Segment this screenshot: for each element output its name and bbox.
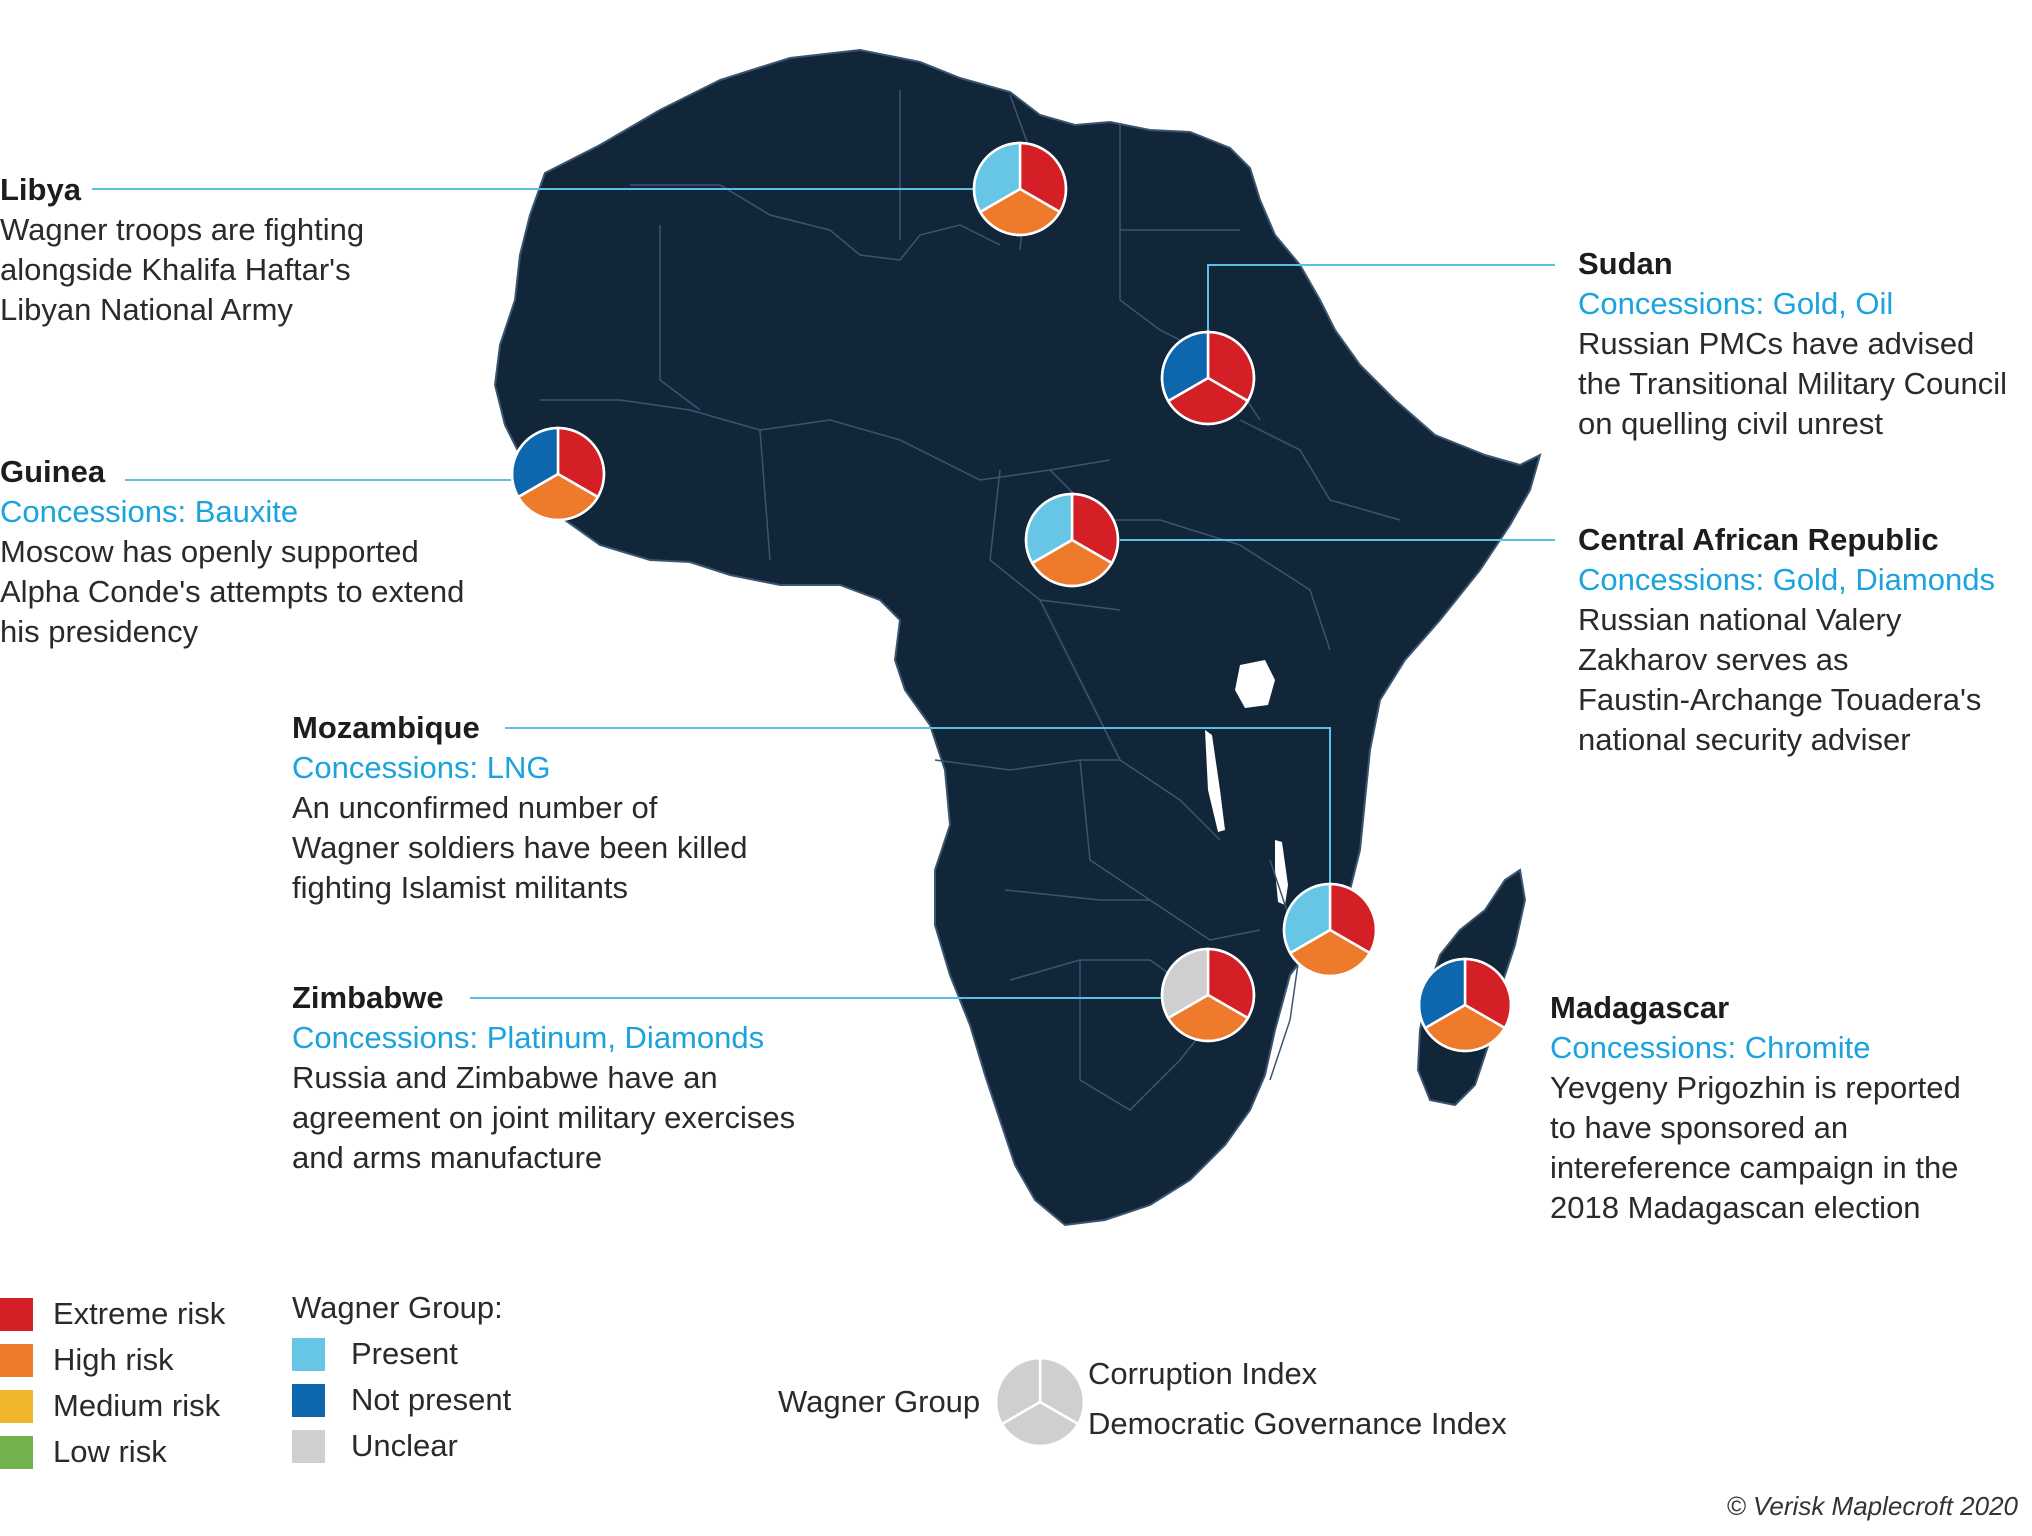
- present-swatch: [292, 1337, 325, 1371]
- legend-low-risk: Low risk: [0, 1434, 167, 1470]
- pie-libya: [972, 141, 1068, 237]
- pie-guinea-outline: [510, 426, 606, 522]
- pie-madagascar-outline: [1417, 957, 1513, 1053]
- legend-title: Wagner Group:: [292, 1290, 503, 1325]
- country-name: Libya: [0, 172, 81, 207]
- key-corruption-index: Corruption Index: [1088, 1356, 1317, 1392]
- pie-central-african-republic-outline: [1024, 492, 1120, 588]
- legend-not-present: Not present: [292, 1382, 511, 1418]
- medium-risk-swatch: [0, 1389, 33, 1423]
- country-description: Moscow has openly supported Alpha Conde'…: [0, 534, 465, 649]
- legend-label: Wagner Group: [778, 1384, 981, 1419]
- africa-continent: [493, 48, 1542, 1227]
- pies-layer: [510, 141, 1513, 1053]
- country-concessions: Concessions: LNG: [292, 750, 551, 785]
- country-description: Yevgeny Prigozhin is reported to have sp…: [1550, 1070, 1961, 1225]
- country-name: Mozambique: [292, 710, 480, 745]
- extreme-risk-swatch: [0, 1297, 33, 1331]
- label-central-african-republic: Central African Republic Concessions: Go…: [1578, 520, 1995, 760]
- pie-zimbabwe: [1160, 947, 1256, 1043]
- low-risk-swatch: [0, 1435, 33, 1469]
- legend-present: Present: [292, 1336, 458, 1372]
- label-madagascar: Madagascar Concessions: Chromite Yevgeny…: [1550, 988, 1961, 1228]
- country-description: Russian national Valery Zakharov serves …: [1578, 602, 1982, 757]
- legend-label: Democratic Governance Index: [1088, 1406, 1507, 1441]
- country-name: Zimbabwe: [292, 980, 444, 1015]
- country-concessions: Concessions: Platinum, Diamonds: [292, 1020, 765, 1055]
- legend-label: Corruption Index: [1088, 1356, 1318, 1391]
- legend-extreme-risk: Extreme risk: [0, 1296, 225, 1332]
- label-guinea: Guinea Concessions: Bauxite Moscow has o…: [0, 452, 464, 652]
- country-name: Madagascar: [1550, 990, 1730, 1025]
- pie-sudan-outline: [1160, 330, 1256, 426]
- pie-sudan: [1160, 330, 1256, 426]
- legend-label: Not present: [351, 1382, 512, 1417]
- country-concessions: Concessions: Chromite: [1550, 1030, 1871, 1065]
- country-description: Russian PMCs have advised the Transition…: [1578, 326, 2008, 441]
- legend-label: Unclear: [351, 1428, 458, 1463]
- lake-tanganyika: [1205, 730, 1225, 832]
- lake-malawi: [1275, 840, 1288, 905]
- pie-madagascar: [1417, 957, 1513, 1053]
- pie-guinea: [510, 426, 606, 522]
- pie-central-african-republic: [1024, 492, 1120, 588]
- legend-label: Present: [351, 1336, 458, 1371]
- legend-unclear: Unclear: [292, 1428, 458, 1464]
- high-risk-swatch: [0, 1343, 33, 1377]
- key-governance-index: Democratic Governance Index: [1088, 1406, 1507, 1442]
- country-concessions: Concessions: Bauxite: [0, 494, 299, 529]
- lake-victoria: [1235, 660, 1275, 708]
- legend-medium-risk: Medium risk: [0, 1388, 220, 1424]
- unclear-swatch: [292, 1429, 325, 1463]
- label-mozambique: Mozambique Concessions: LNG An unconfirm…: [292, 708, 748, 908]
- key-wagner-group: Wagner Group: [778, 1384, 980, 1420]
- legend-key-pie: [994, 1356, 1086, 1448]
- country-name: Guinea: [0, 454, 106, 489]
- legend-high-risk: High risk: [0, 1342, 174, 1378]
- pie-libya-outline: [972, 141, 1068, 237]
- legend-label: Medium risk: [53, 1388, 221, 1423]
- legend-label: Extreme risk: [53, 1296, 226, 1331]
- key-pie-outline: [994, 1356, 1086, 1448]
- legend-label: High risk: [53, 1342, 174, 1377]
- leader-mozambique: [505, 727, 1331, 893]
- country-concessions: Concessions: Gold, Diamonds: [1578, 562, 1995, 597]
- label-libya: Libya Wagner troops are fighting alongsi…: [0, 170, 364, 330]
- country-description: Wagner troops are fighting alongside Kha…: [0, 212, 365, 327]
- country-name: Sudan: [1578, 246, 1673, 281]
- copyright: © Verisk Maplecroft 2020: [1726, 1491, 2018, 1521]
- label-sudan: Sudan Concessions: Gold, Oil Russian PMC…: [1578, 244, 2007, 444]
- country-description: An unconfirmed number of Wagner soldiers…: [292, 790, 748, 905]
- country-concessions: Concessions: Gold, Oil: [1578, 286, 1894, 321]
- label-zimbabwe: Zimbabwe Concessions: Platinum, Diamonds…: [292, 978, 795, 1178]
- pie-zimbabwe-outline: [1160, 947, 1256, 1043]
- leader-sudan: [1207, 264, 1555, 333]
- country-name: Central African Republic: [1578, 522, 1939, 557]
- legend-label: Low risk: [53, 1434, 167, 1469]
- pie-mozambique-outline: [1282, 882, 1378, 978]
- pie-mozambique: [1282, 882, 1378, 978]
- wagner-legend-title: Wagner Group:: [292, 1290, 503, 1326]
- leader-lines: [92, 188, 1555, 999]
- country-description: Russia and Zimbabwe have an agreement on…: [292, 1060, 796, 1175]
- not-present-swatch: [292, 1383, 325, 1417]
